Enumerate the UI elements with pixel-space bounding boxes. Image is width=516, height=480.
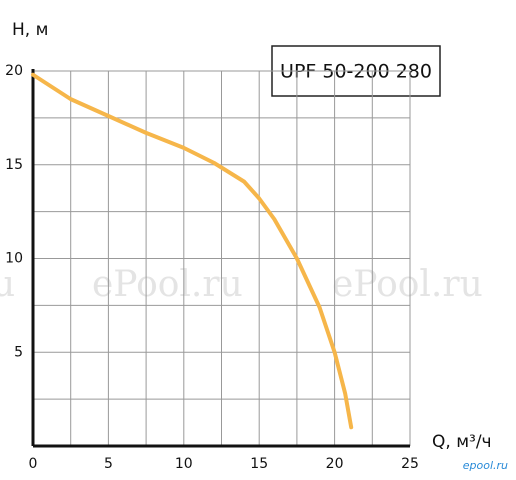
y-axis-label: H, м [12,20,48,40]
x-tick-label: 20 [326,456,344,472]
watermark: ePool.ru [332,264,483,305]
x-tick-label: 15 [250,456,268,472]
watermark: ePool.ru [92,264,243,305]
y-tick-label: 20 [5,63,23,79]
x-axis-label: Q, м³/ч [432,432,492,452]
x-tick-label: 0 [29,456,38,472]
x-tick-label: 10 [175,456,193,472]
x-tick-label: 25 [401,456,419,472]
y-tick-label: 15 [5,157,23,173]
logo: epool.ru [463,459,508,472]
y-tick-label: 10 [5,251,23,267]
watermark: u [0,264,15,305]
data-line [31,72,354,430]
y-tick-label: 5 [14,344,23,360]
x-tick-label: 5 [104,456,113,472]
